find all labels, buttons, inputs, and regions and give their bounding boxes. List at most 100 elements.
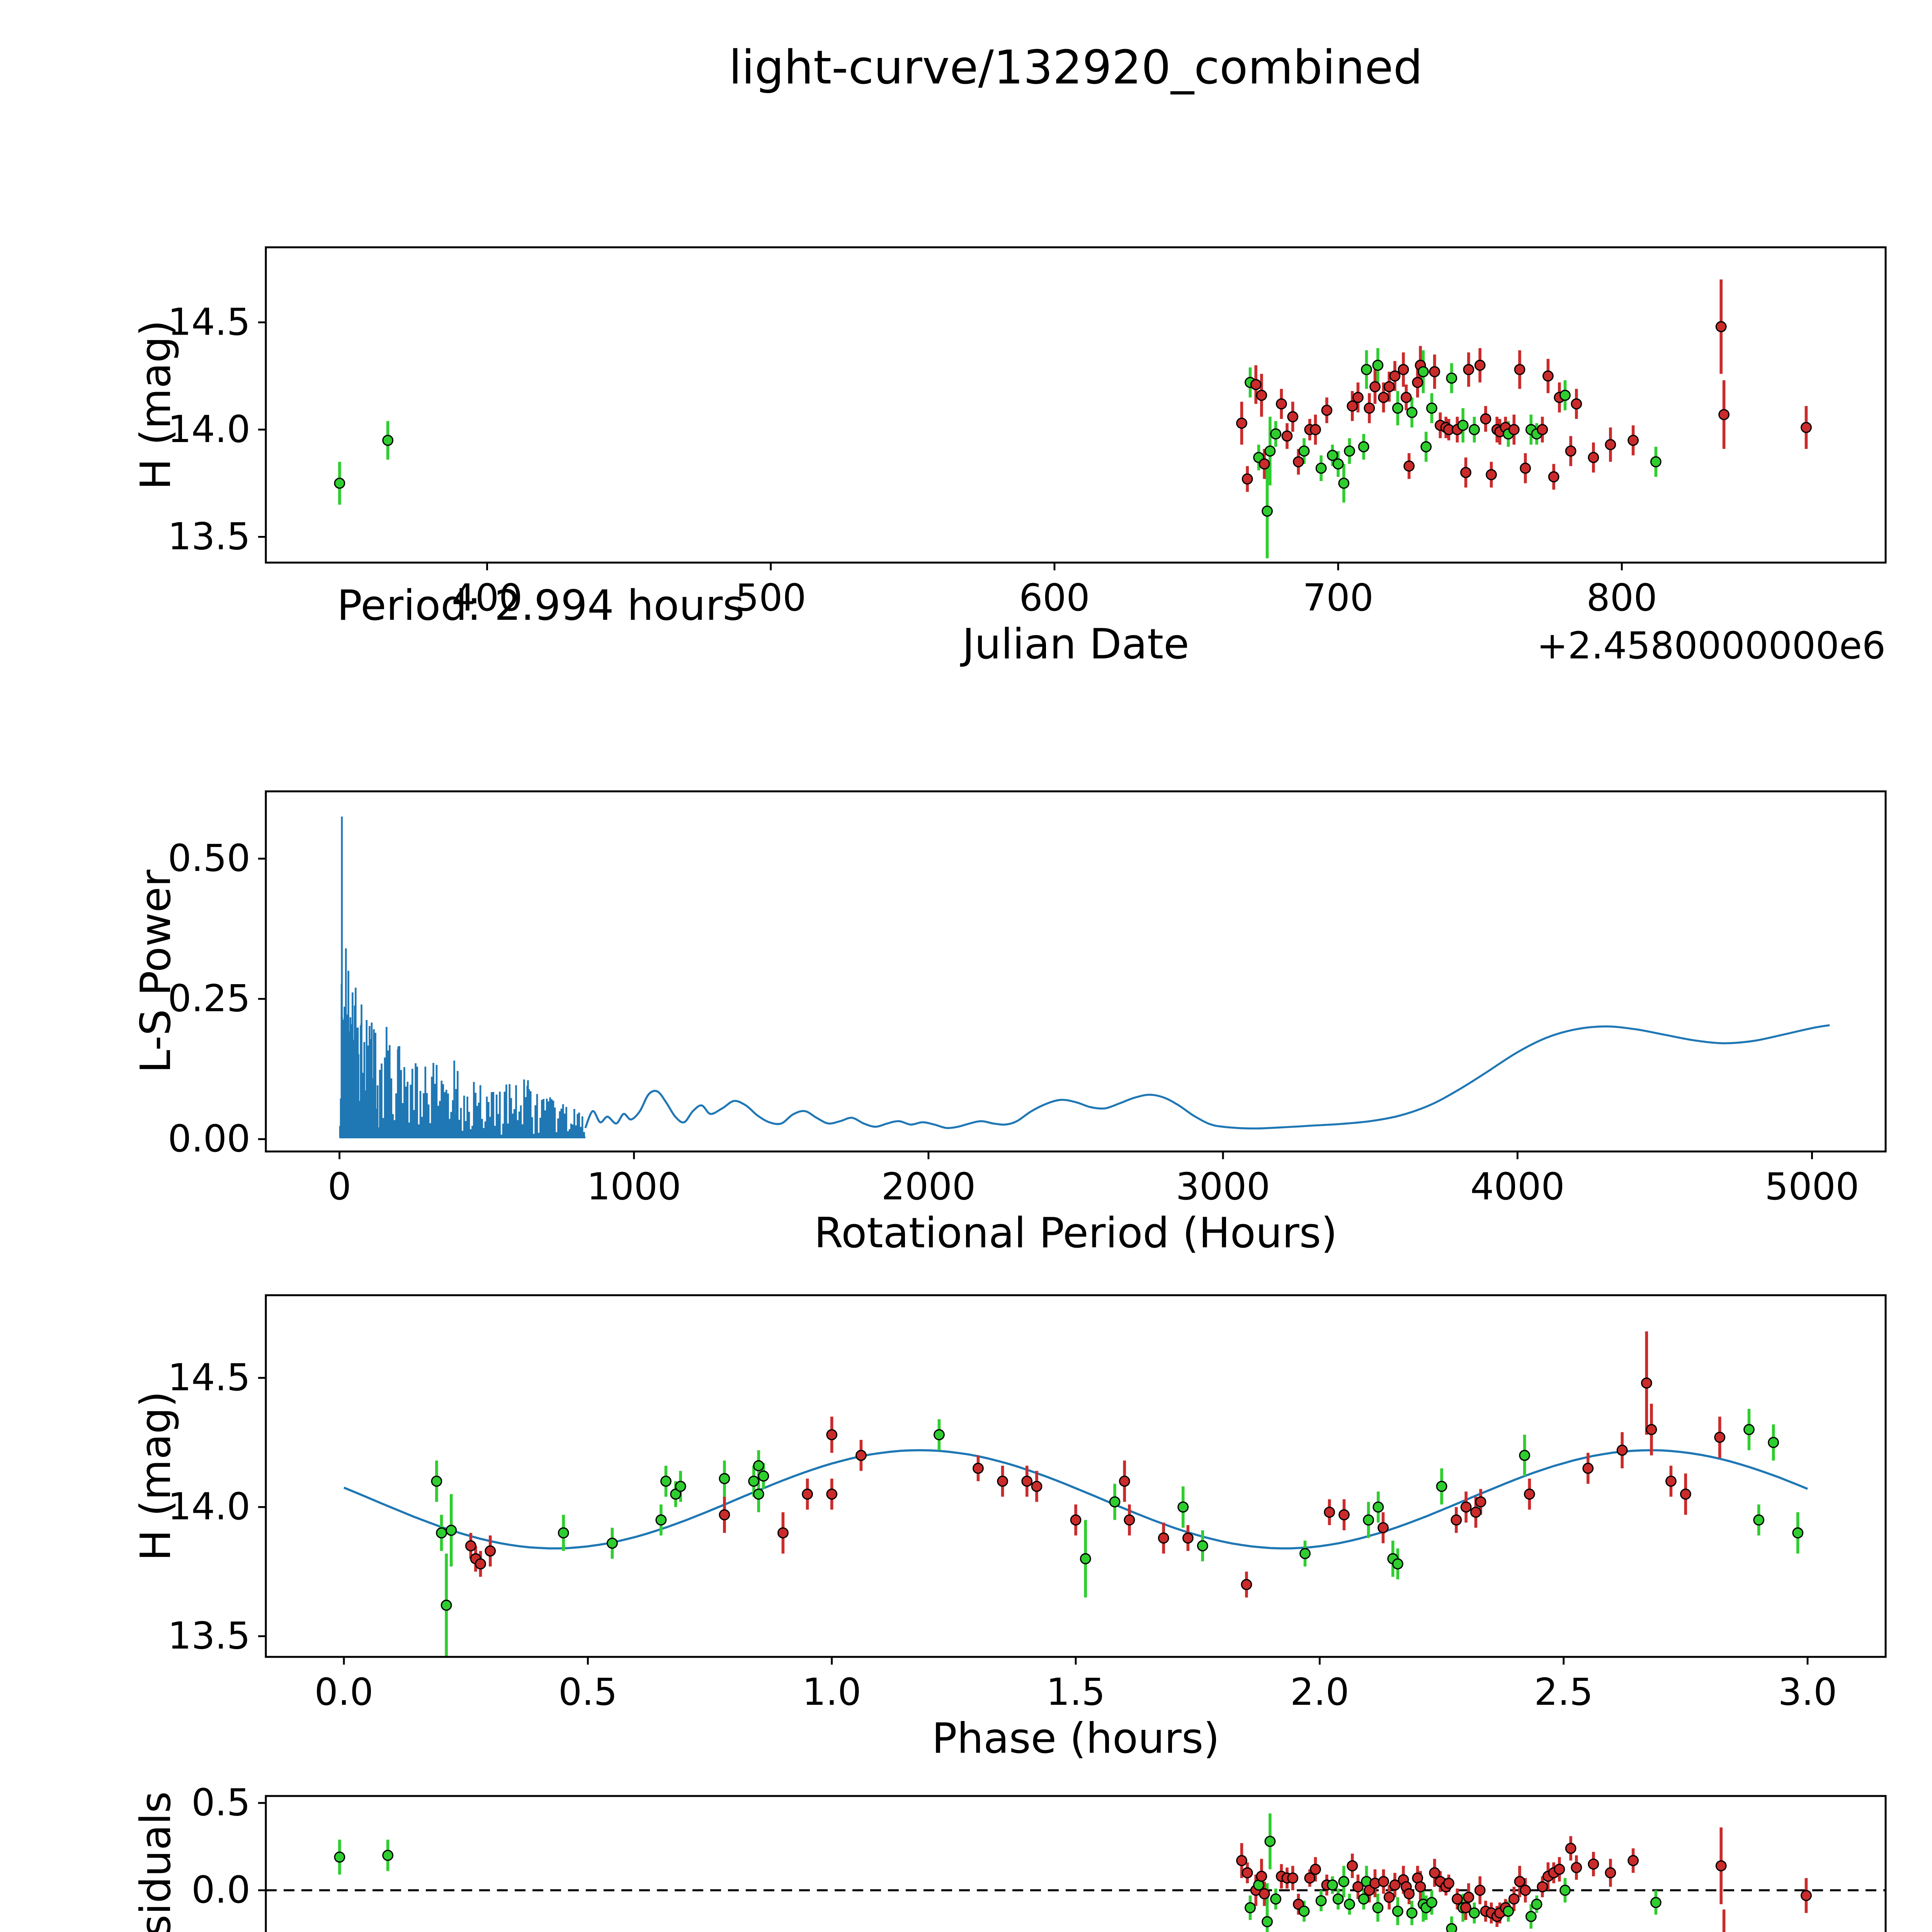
data-point — [1358, 441, 1369, 452]
data-point — [1519, 1450, 1531, 1461]
data-point — [1457, 420, 1469, 431]
panel-periodogram: 0 1000 2000 3000 4000 5000 0.00 0.25 0.50 Rotatio… — [132, 790, 1887, 1257]
data-point — [1426, 1897, 1437, 1908]
data-point — [1109, 1496, 1121, 1508]
data-point — [334, 1851, 345, 1863]
jd_mag-x-offset-label: +2.4580000000e6 — [1537, 624, 1886, 667]
data-point — [1364, 402, 1375, 414]
x-tick-label: 2.0 — [1290, 1670, 1349, 1714]
data-point — [1531, 1898, 1543, 1910]
data-point — [1378, 1876, 1389, 1887]
data-point — [1463, 1891, 1475, 1903]
data-point — [1548, 471, 1560, 483]
y-tick-label: 0.50 — [168, 837, 250, 880]
chart-root: 400 500 600 700 800 13.5 14.0 14.5 Julian Date +2… — [132, 246, 1887, 1932]
data-point — [1358, 1893, 1369, 1905]
data-point — [1264, 445, 1276, 457]
data-point — [1665, 1475, 1677, 1487]
data-point — [1451, 1514, 1462, 1526]
data-point — [1383, 1891, 1395, 1903]
data-point — [1182, 1532, 1194, 1544]
data-point — [1299, 1548, 1311, 1559]
data-point — [826, 1429, 838, 1440]
x-tick-label: 0 — [328, 1165, 351, 1208]
data-point — [1470, 1507, 1481, 1518]
data-point — [1338, 1876, 1350, 1887]
data-point — [1403, 1888, 1415, 1900]
jd_mag-xlabel: Julian Date — [960, 620, 1189, 668]
data-point — [1792, 1527, 1804, 1539]
data-point — [1332, 458, 1344, 470]
x-tick-label: 400 — [452, 576, 522, 619]
sinusoid-fit-curve — [343, 1449, 1808, 1549]
data-point — [1369, 381, 1381, 393]
data-point — [1389, 1879, 1401, 1891]
data-point — [1378, 392, 1389, 403]
data-point — [1352, 1881, 1364, 1893]
data-point — [1310, 424, 1321, 435]
data-point — [1565, 445, 1577, 457]
data-point — [1321, 405, 1333, 416]
periodogram-spikes — [339, 816, 585, 1138]
data-point — [1250, 379, 1262, 390]
y-tick-label: 14.0 — [168, 408, 250, 451]
data-point — [1753, 1514, 1765, 1526]
data-point — [1537, 1881, 1548, 1893]
data-point — [1352, 392, 1364, 403]
data-point — [1508, 1893, 1520, 1905]
x-tick-label: 700 — [1303, 576, 1373, 619]
data-point — [1446, 1923, 1458, 1932]
data-point — [1714, 1432, 1726, 1443]
x-tick-label: 1000 — [587, 1165, 681, 1208]
x-tick-label: 600 — [1019, 576, 1090, 619]
data-point — [485, 1545, 496, 1557]
data-point — [1403, 460, 1415, 472]
y-tick-label: 14.0 — [168, 1485, 250, 1528]
data-point — [660, 1475, 672, 1487]
data-point — [1469, 424, 1480, 435]
data-point — [1446, 372, 1458, 384]
data-point — [436, 1527, 447, 1539]
data-point — [1420, 441, 1432, 452]
x-tick-label: 500 — [735, 576, 806, 619]
residuals-ylabel: Residuals — [132, 1791, 180, 1932]
data-point — [1298, 1905, 1310, 1917]
data-point — [1605, 439, 1616, 451]
data-point — [1276, 398, 1287, 410]
data-point — [1378, 1522, 1389, 1534]
data-point — [382, 1850, 394, 1861]
data-point — [1031, 1481, 1043, 1492]
data-point — [1520, 463, 1531, 474]
data-point — [1262, 505, 1273, 517]
phase-ylabel: H (mag) — [132, 1391, 180, 1561]
y-tick-label: 14.5 — [168, 1356, 250, 1399]
data-point — [753, 1488, 764, 1500]
data-point — [973, 1463, 984, 1474]
data-point — [607, 1537, 618, 1549]
data-point — [1650, 456, 1662, 468]
data-point — [382, 435, 394, 446]
data-point — [446, 1524, 457, 1536]
data-point — [1324, 1507, 1335, 1518]
data-point — [1070, 1514, 1082, 1526]
data-point — [1508, 424, 1520, 435]
data-point — [777, 1527, 789, 1539]
data-point — [1080, 1553, 1091, 1565]
axes-frame — [265, 1795, 1887, 1932]
y-tick-label: 0.5 — [191, 1781, 250, 1824]
y-tick-label: 0.25 — [168, 977, 250, 1020]
x-tick-label: 5000 — [1765, 1165, 1859, 1208]
data-point — [1344, 1898, 1355, 1910]
data-point — [1383, 381, 1395, 393]
data-point — [1264, 1836, 1276, 1847]
axes-frame — [265, 246, 1887, 564]
data-point — [1392, 1558, 1403, 1570]
data-point — [1236, 417, 1247, 429]
y-tick-label: 0.00 — [168, 1117, 250, 1160]
data-point — [1298, 445, 1310, 457]
data-point — [1801, 422, 1812, 433]
data-point — [1398, 364, 1409, 375]
data-point — [1542, 370, 1554, 382]
